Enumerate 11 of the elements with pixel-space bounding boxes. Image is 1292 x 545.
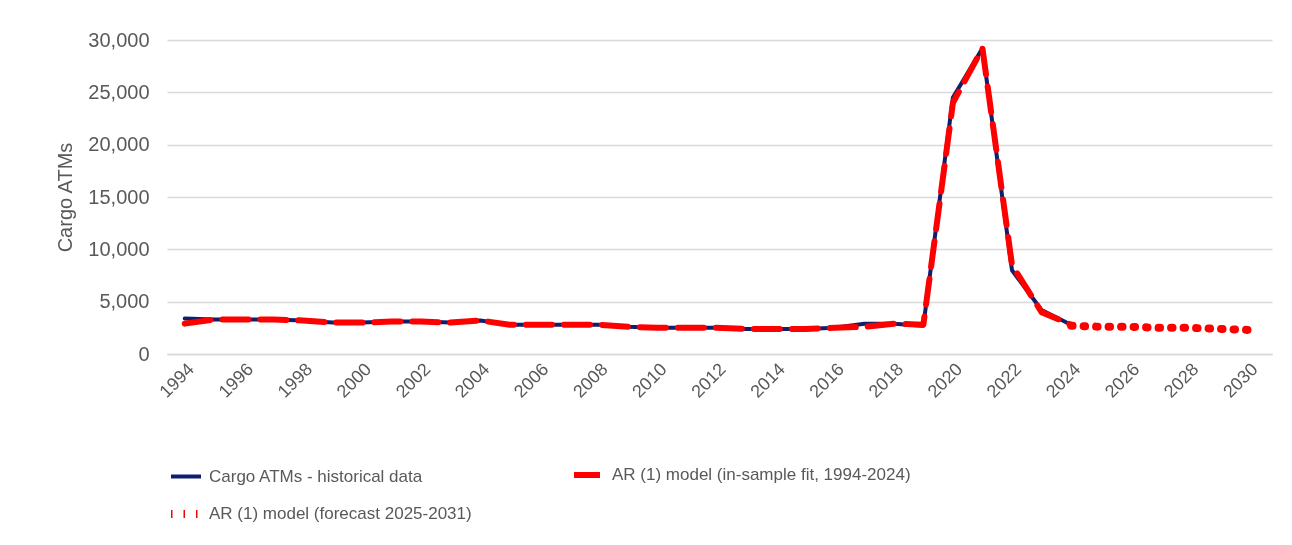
y-tick-label: 30,000 bbox=[88, 28, 150, 51]
legend-label: Cargo ATMs - historical data bbox=[209, 466, 423, 486]
y-tick-label: 15,000 bbox=[88, 185, 150, 208]
legend-label: AR (1) model (forecast 2025-2031) bbox=[209, 504, 472, 523]
y-tick-label: 0 bbox=[138, 342, 150, 365]
y-tick-label: 20,000 bbox=[88, 133, 150, 156]
y-tick-label: 10,000 bbox=[88, 237, 150, 260]
legend-label: AR (1) model (in-sample fit, 1994-2024) bbox=[612, 465, 911, 484]
y-axis-title: Cargo ATMs bbox=[54, 142, 77, 253]
y-tick-label: 5,000 bbox=[99, 290, 150, 313]
y-tick-label: 25,000 bbox=[88, 80, 150, 103]
